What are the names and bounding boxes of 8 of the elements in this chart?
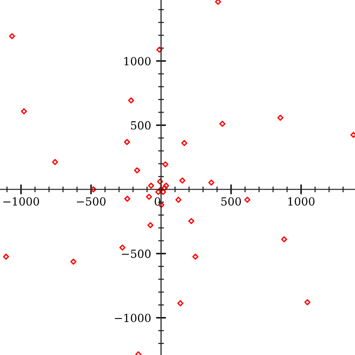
x-tick-label: −1000 xyxy=(3,197,40,206)
y-tick-label: −1000 xyxy=(114,314,151,322)
x-tick-label: 1000 xyxy=(288,197,314,206)
y-tick-label: 500 xyxy=(131,121,151,130)
y-tick-label: 1000 xyxy=(124,56,151,66)
y-tick-label: −500 xyxy=(122,250,151,258)
x-tick-label: −500 xyxy=(76,197,106,206)
x-tick-label: 500 xyxy=(221,197,241,206)
